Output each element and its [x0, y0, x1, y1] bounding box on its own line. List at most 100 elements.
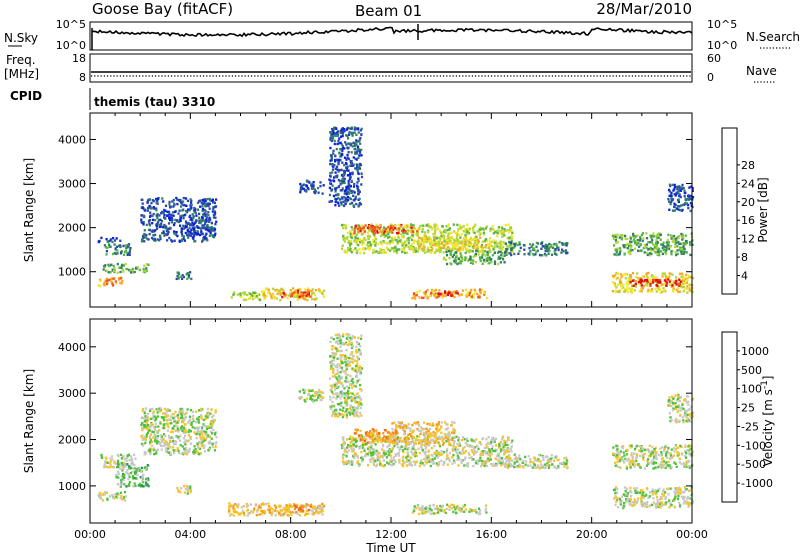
data-cell — [195, 214, 198, 217]
data-cell — [494, 240, 497, 243]
data-cell — [335, 392, 338, 395]
data-cell — [464, 251, 467, 254]
data-cell — [629, 237, 632, 240]
data-cell — [646, 290, 649, 293]
data-cell — [346, 190, 349, 194]
data-cell — [311, 394, 314, 397]
data-cell — [363, 237, 366, 240]
data-cell — [431, 247, 434, 250]
data-cell — [320, 506, 323, 509]
data-cell — [455, 236, 459, 240]
data-cell — [119, 482, 122, 486]
data-cell — [472, 293, 475, 296]
data-cell — [410, 244, 413, 248]
data-cell — [464, 258, 467, 262]
data-cell — [296, 298, 299, 301]
data-cell — [128, 249, 132, 252]
data-cell — [153, 449, 156, 452]
data-cell — [341, 187, 344, 190]
data-cell — [412, 250, 415, 254]
data-cell — [143, 264, 146, 267]
data-cell — [333, 139, 336, 143]
data-cell — [165, 441, 168, 444]
data-cell — [422, 245, 425, 248]
data-cell — [143, 451, 146, 454]
data-cell — [510, 229, 513, 232]
data-cell — [337, 381, 340, 384]
data-cell — [340, 361, 343, 364]
data-cell — [480, 245, 483, 248]
data-cell — [186, 492, 189, 495]
data-cell — [183, 416, 187, 419]
data-cell — [352, 156, 355, 159]
data-cell — [285, 510, 288, 513]
data-cell — [172, 413, 175, 416]
data-cell — [649, 240, 652, 244]
data-cell — [497, 262, 500, 266]
data-cell — [486, 259, 489, 262]
data-cell — [200, 414, 203, 417]
data-cell — [161, 444, 164, 448]
data-cell — [636, 238, 639, 242]
data-cell — [615, 236, 618, 239]
data-cell — [168, 213, 171, 216]
data-cell — [446, 456, 449, 460]
data-cell — [340, 349, 343, 353]
data-cell — [643, 243, 646, 247]
data-cell — [439, 249, 443, 252]
data-cell — [380, 243, 383, 246]
data-cell — [339, 390, 342, 394]
data-cell — [334, 341, 338, 344]
data-cell — [336, 168, 339, 171]
data-cell — [150, 448, 153, 451]
data-cell — [206, 407, 210, 411]
data-cell — [350, 131, 353, 134]
noise-panel-frame — [89, 21, 693, 51]
data-cell — [171, 211, 175, 214]
data-cell — [352, 381, 355, 384]
data-cell — [683, 195, 686, 198]
data-cell — [485, 438, 488, 441]
data-cell — [488, 244, 492, 248]
data-cell — [214, 411, 217, 414]
data-cell — [142, 407, 145, 411]
data-cell — [355, 406, 358, 410]
data-cell — [304, 389, 307, 392]
data-cell — [436, 244, 439, 248]
data-cell — [178, 218, 182, 221]
data-cell — [186, 451, 189, 455]
data-cell — [355, 143, 358, 146]
data-cell — [366, 226, 369, 229]
data-cell — [142, 480, 145, 484]
data-cell — [565, 244, 568, 247]
data-cell — [177, 220, 180, 224]
data-cell — [340, 179, 343, 182]
data-cell — [152, 230, 155, 233]
data-cell — [133, 482, 136, 485]
data-cell — [334, 373, 337, 377]
data-cell — [390, 236, 393, 239]
data-cell — [337, 139, 340, 143]
data-cell — [398, 461, 401, 464]
data-cell — [460, 254, 463, 258]
data-cell — [201, 232, 204, 236]
data-cell — [496, 242, 499, 245]
data-cell — [299, 191, 302, 194]
data-cell — [329, 131, 332, 134]
data-cell — [670, 253, 673, 256]
data-cell — [345, 188, 348, 192]
data-cell — [641, 287, 645, 290]
data-cell — [122, 264, 125, 267]
data-cell — [190, 423, 193, 426]
data-cell — [400, 229, 404, 233]
data-cell — [622, 283, 625, 287]
data-cell — [205, 425, 208, 428]
data-cell — [249, 292, 252, 296]
data-cell — [180, 239, 184, 243]
data-cell — [315, 297, 318, 300]
data-cell — [366, 231, 369, 234]
data-cell — [680, 247, 683, 251]
data-cell — [504, 229, 507, 233]
data-cell — [164, 447, 167, 450]
data-cell — [674, 239, 677, 242]
